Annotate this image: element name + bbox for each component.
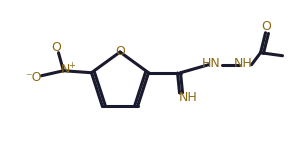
Text: O: O [115, 45, 125, 57]
Text: +: + [68, 61, 75, 70]
Text: NH: NH [179, 91, 198, 104]
Text: NH: NH [234, 57, 253, 70]
Text: O: O [262, 20, 271, 33]
Text: O: O [52, 41, 61, 54]
Text: HN: HN [202, 57, 221, 70]
Text: ⁻O: ⁻O [25, 71, 42, 84]
Text: N: N [61, 63, 70, 76]
